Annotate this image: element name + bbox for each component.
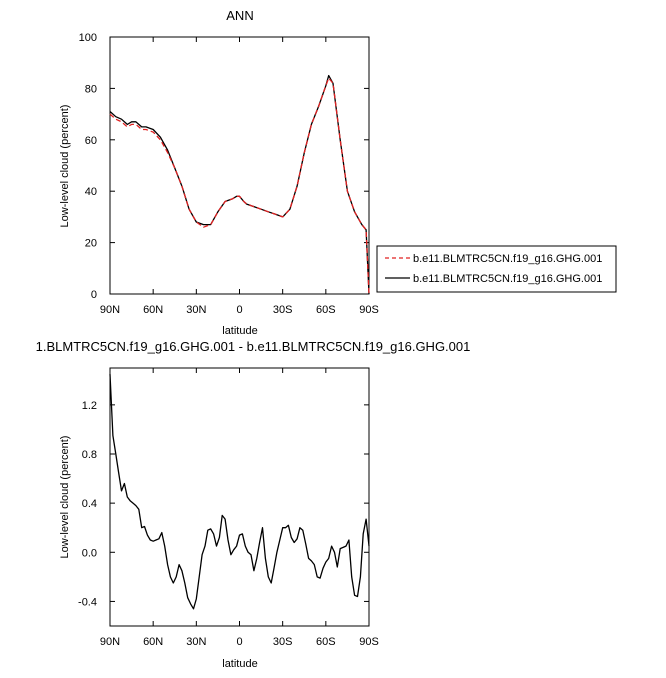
bottom-xtick-label-1: 60N xyxy=(143,636,163,648)
bottom-plot-frame xyxy=(109,367,370,627)
bottom-xtick-label-4: 30S xyxy=(273,636,293,648)
bottom-xtick-label-6: 90S xyxy=(359,636,379,648)
bottom-xtick-label-2: 30N xyxy=(186,636,206,648)
bottom-xtick-label-3: 0 xyxy=(236,636,242,648)
bottom-series-group xyxy=(109,374,370,610)
top-xtick-label-3: 0 xyxy=(236,304,242,316)
legend-entry-2: b.e11.BLMTRC5CN.f19_g16.GHG.001 xyxy=(413,273,602,285)
top-ytick-label-5: 100 xyxy=(79,32,97,44)
top-ytick-label-1: 20 xyxy=(85,238,97,250)
bottom-ytick-label-2: 0.4 xyxy=(82,498,97,510)
top-chart-title: ANN xyxy=(226,8,253,23)
top-ytick-label-0: 0 xyxy=(91,289,97,301)
top-xtick-label-0: 90N xyxy=(100,304,120,316)
bottom-ytick-label-4: 1.2 xyxy=(82,400,97,412)
top-xtick-label-5: 60S xyxy=(316,304,336,316)
bottom-xtick-label-0: 90N xyxy=(100,636,120,648)
legend-box xyxy=(376,245,617,293)
top-ticks: 90N 60N 30N 0 30S 60S 90S 0 20 40 60 80 100 xyxy=(79,32,379,316)
legend: b.e11.BLMTRC5CN.f19_g16.GHG.001 b.e11.BL… xyxy=(376,245,617,293)
top-xtick-label-6: 90S xyxy=(359,304,379,316)
bottom-x-axis-label: latitude xyxy=(222,658,257,670)
top-panel: ANN 90N 60N 30N 0 30S 60S 90S 0 20 40 60 80 100 lati… xyxy=(59,8,617,337)
top-ytick-label-4: 80 xyxy=(85,83,97,95)
top-plot-frame xyxy=(109,36,370,295)
top-series-line-0 xyxy=(109,77,370,295)
top-ytick-label-3: 60 xyxy=(85,135,97,147)
bottom-chart-title: 1.BLMTRC5CN.f19_g16.GHG.001 - b.e11.BLMT… xyxy=(36,339,471,354)
bottom-ytick-label-1: 0.0 xyxy=(82,547,97,559)
top-ytick-label-2: 40 xyxy=(85,186,97,198)
bottom-y-axis-label: Low-level cloud (percent) xyxy=(59,436,71,559)
top-y-axis-label: Low-level cloud (percent) xyxy=(59,105,71,228)
top-x-axis-label: latitude xyxy=(222,325,257,337)
legend-entry-1: b.e11.BLMTRC5CN.f19_g16.GHG.001 xyxy=(413,253,602,265)
top-xtick-label-1: 60N xyxy=(143,304,163,316)
top-series-line-1 xyxy=(109,74,370,295)
top-xtick-label-4: 30S xyxy=(273,304,293,316)
bottom-ticks: 90N 60N 30N 0 30S 60S 90S -0.4 0.0 0.4 0.8 1.2 xyxy=(78,368,379,648)
top-series-group xyxy=(109,74,370,295)
bottom-panel: 1.BLMTRC5CN.f19_g16.GHG.001 - b.e11.BLMT… xyxy=(36,339,471,670)
bottom-ytick-label-0: -0.4 xyxy=(78,596,97,608)
top-xtick-label-2: 30N xyxy=(186,304,206,316)
bottom-series-line-0 xyxy=(109,374,370,610)
bottom-ytick-label-3: 0.8 xyxy=(82,449,97,461)
bottom-xtick-label-5: 60S xyxy=(316,636,336,648)
